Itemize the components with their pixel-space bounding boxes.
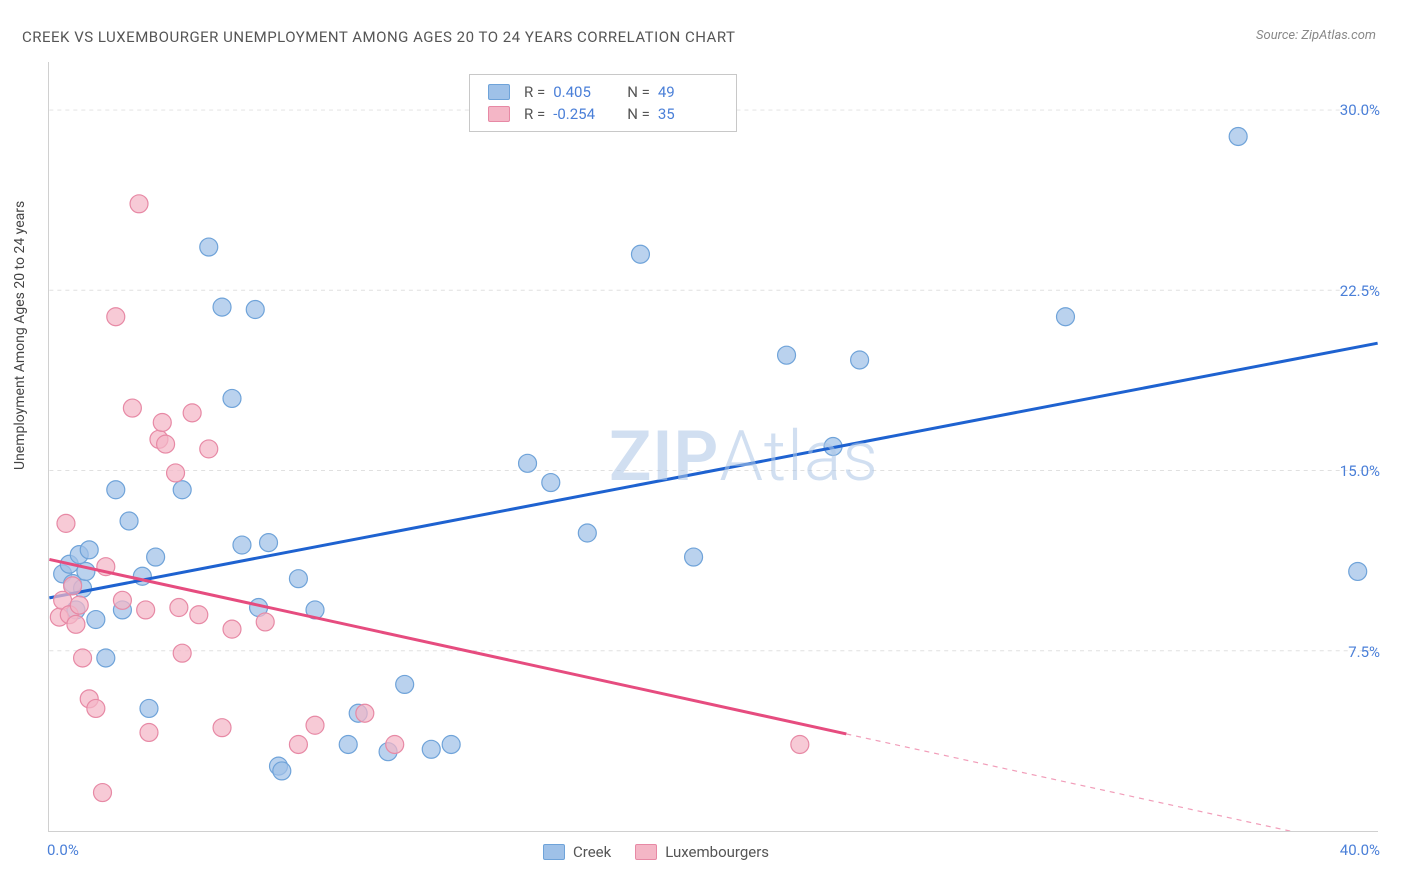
r-value-luxembourgers: -0.254 [553,105,613,123]
legend-item: Creek [543,843,611,861]
n-value-luxembourgers: 35 [658,105,718,123]
swatch-luxembourgers [488,106,510,122]
r-value-creek: 0.405 [553,83,613,101]
legend-row-luxembourgers: R = -0.254 N = 35 [488,103,718,125]
legend-row-creek: R = 0.405 N = 49 [488,81,718,103]
legend-item: Luxembourgers [635,843,769,861]
source-attribution: Source: ZipAtlas.com [1256,28,1376,43]
chart-svg [49,62,1378,831]
watermark: ZIPAtlas [609,416,879,498]
swatch-creek [488,84,510,100]
chart-title: CREEK VS LUXEMBOURGER UNEMPLOYMENT AMONG… [22,28,735,46]
n-value-creek: 49 [658,83,718,101]
y-tick-label: 22.5% [1340,282,1380,300]
legend-series: Creek Luxembourgers [543,843,769,861]
x-axis-min: 0.0% [47,841,79,859]
y-axis-label: Unemployment Among Ages 20 to 24 years [12,201,28,470]
legend-correlation-box: R = 0.405 N = 49 R = -0.254 N = 35 [469,74,737,132]
x-axis-max: 40.0% [1340,841,1380,859]
y-tick-label: 15.0% [1340,462,1380,480]
y-tick-label: 30.0% [1340,101,1380,119]
y-tick-label: 7.5% [1348,643,1380,661]
chart-plot-area: R = 0.405 N = 49 R = -0.254 N = 35 ZIPAt… [48,62,1378,832]
